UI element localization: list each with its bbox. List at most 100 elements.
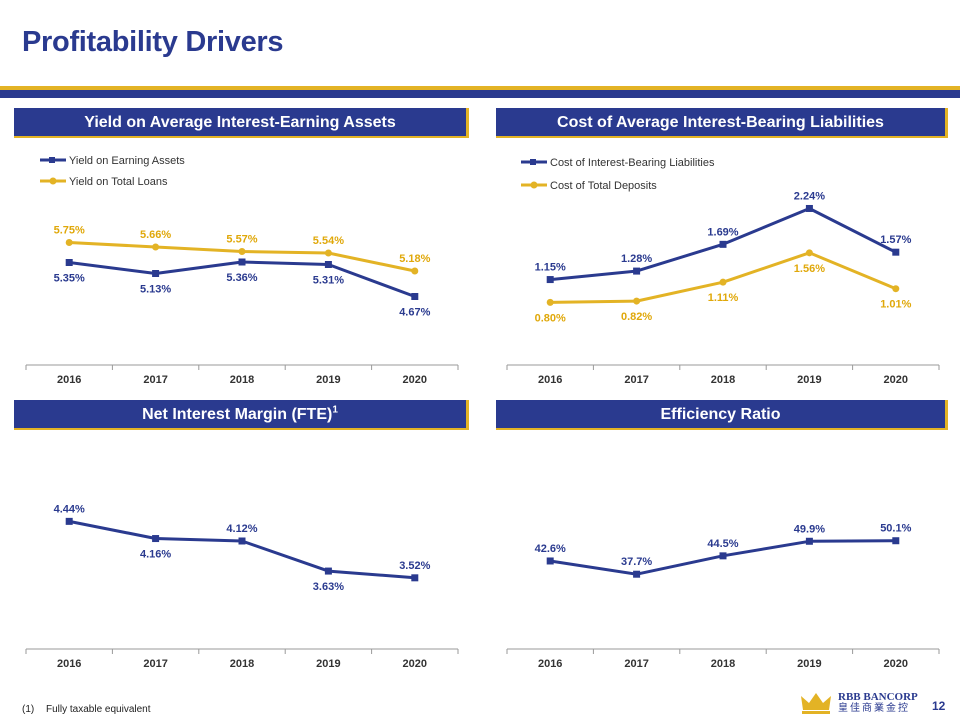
- data-label: 4.12%: [226, 523, 257, 535]
- data-label: 5.66%: [140, 229, 171, 241]
- data-label: 5.13%: [140, 284, 171, 296]
- x-tick-label: 2017: [624, 374, 648, 386]
- data-point: [892, 537, 900, 545]
- data-label: 5.36%: [226, 272, 257, 284]
- data-point: [152, 243, 160, 251]
- data-label: 5.18%: [399, 253, 430, 265]
- crown-icon: [801, 693, 831, 714]
- cost-chart: 2016 2017 2018 2019 2020 Cost of Interest-Bea…: [506, 157, 940, 386]
- footnote-number: (1): [22, 704, 35, 715]
- data-label: 5.54%: [313, 235, 344, 247]
- data-label: 50.1%: [880, 523, 911, 535]
- series-line: [69, 241, 416, 273]
- data-point: [238, 258, 246, 266]
- data-point: [65, 239, 73, 246]
- data-point: [324, 249, 332, 257]
- header-rule-navy: [0, 90, 960, 98]
- data-label: 0.82%: [621, 311, 652, 323]
- x-tick-label: 2020: [403, 374, 427, 386]
- panel-title-nim: Net Interest Margin (FTE)1: [14, 400, 469, 430]
- logo: RBB BANCORP 皇佳商業金控: [838, 691, 918, 715]
- data-point: [324, 261, 332, 268]
- page-number: 12: [932, 699, 946, 713]
- data-point: [546, 557, 554, 565]
- legend-label: Yield on Earning Assets: [69, 155, 185, 167]
- data-label: 5.75%: [54, 225, 85, 237]
- x-tick-label: 2016: [57, 658, 81, 670]
- data-point: [411, 293, 419, 300]
- legend-label: Cost of Total Deposits: [550, 180, 657, 192]
- data-label: 1.69%: [707, 226, 738, 238]
- x-tick-label: 2019: [316, 658, 340, 670]
- data-label: 1.15%: [535, 262, 566, 274]
- data-label: 37.7%: [621, 556, 652, 568]
- data-point: [719, 240, 727, 248]
- x-tick-label: 2017: [143, 374, 167, 386]
- data-point: [238, 537, 246, 545]
- data-point: [324, 567, 332, 575]
- x-tick-label: 2016: [538, 658, 562, 670]
- data-label: 1.11%: [708, 292, 739, 304]
- data-label: 0.80%: [535, 312, 566, 324]
- data-point: [65, 259, 73, 266]
- legend-swatch-marker: [49, 177, 57, 185]
- x-tick-label: 2019: [797, 658, 821, 670]
- data-label: 1.01%: [880, 299, 911, 311]
- data-label: 49.9%: [794, 523, 825, 535]
- legend-swatch-marker: [530, 159, 536, 165]
- x-tick-label: 2020: [403, 658, 427, 670]
- data-label: 4.67%: [399, 307, 430, 319]
- header-rule-gold: [0, 86, 960, 90]
- data-point: [892, 248, 900, 256]
- x-tick-label: 2016: [538, 374, 562, 386]
- data-label: 44.5%: [707, 538, 738, 550]
- x-tick-label: 2016: [57, 374, 81, 386]
- x-tick-label: 2018: [711, 374, 735, 386]
- legend-swatch-marker: [49, 157, 55, 163]
- data-label: 1.56%: [794, 263, 825, 275]
- footnote: (1) Fully taxable equivalent: [22, 704, 151, 715]
- data-label: 2.24%: [794, 190, 825, 202]
- data-point: [633, 267, 641, 275]
- data-label: 4.16%: [140, 549, 171, 561]
- x-tick-label: 2019: [797, 374, 821, 386]
- panel-title-cost: Cost of Average Interest-Bearing Liabili…: [496, 108, 948, 138]
- legend-label: Yield on Total Loans: [69, 176, 168, 188]
- legend-swatch-marker: [530, 181, 538, 189]
- logo-name: RBB BANCORP: [838, 691, 918, 703]
- data-point: [892, 285, 900, 293]
- data-label: 3.63%: [313, 581, 344, 593]
- data-point: [719, 278, 727, 286]
- data-label: 5.31%: [313, 275, 344, 287]
- footnote-marker: 1: [332, 404, 338, 416]
- x-tick-label: 2018: [711, 658, 735, 670]
- x-tick-label: 2018: [230, 658, 254, 670]
- x-tick-label: 2017: [624, 658, 648, 670]
- data-point: [238, 248, 246, 255]
- data-point: [411, 574, 419, 582]
- data-label: 42.6%: [535, 543, 566, 555]
- data-point: [411, 267, 419, 275]
- data-point: [633, 297, 641, 305]
- x-tick-label: 2020: [884, 374, 908, 386]
- data-label: 5.57%: [226, 234, 257, 246]
- data-point: [719, 552, 727, 560]
- data-label: 1.57%: [880, 234, 911, 246]
- data-label: 5.35%: [54, 273, 85, 285]
- data-point: [546, 298, 554, 306]
- data-label: 4.44%: [54, 503, 85, 515]
- panel-title-yield: Yield on Average Interest-Earning Assets: [14, 108, 469, 138]
- data-label: 3.52%: [399, 560, 430, 572]
- x-tick-label: 2019: [316, 374, 340, 386]
- nim-chart: 2016 2017 2018 2019 2020 4.44% 4.16% 4.12% 3.63%…: [25, 503, 459, 670]
- data-point: [805, 249, 813, 257]
- data-point: [152, 535, 160, 543]
- page-title: Profitability Drivers: [22, 26, 284, 58]
- efficiency-chart: 2016 2017 2018 2019 2020 42.6% 37.7% 44.5% 49.9%…: [506, 523, 940, 670]
- footnote-text: Fully taxable equivalent: [46, 704, 151, 715]
- data-point: [65, 517, 73, 525]
- x-tick-label: 2017: [143, 658, 167, 670]
- yield-chart: 2016 2017 2018 2019 2020 Yield on Earning Ass…: [25, 155, 459, 386]
- data-point: [805, 204, 813, 212]
- x-tick-label: 2018: [230, 374, 254, 386]
